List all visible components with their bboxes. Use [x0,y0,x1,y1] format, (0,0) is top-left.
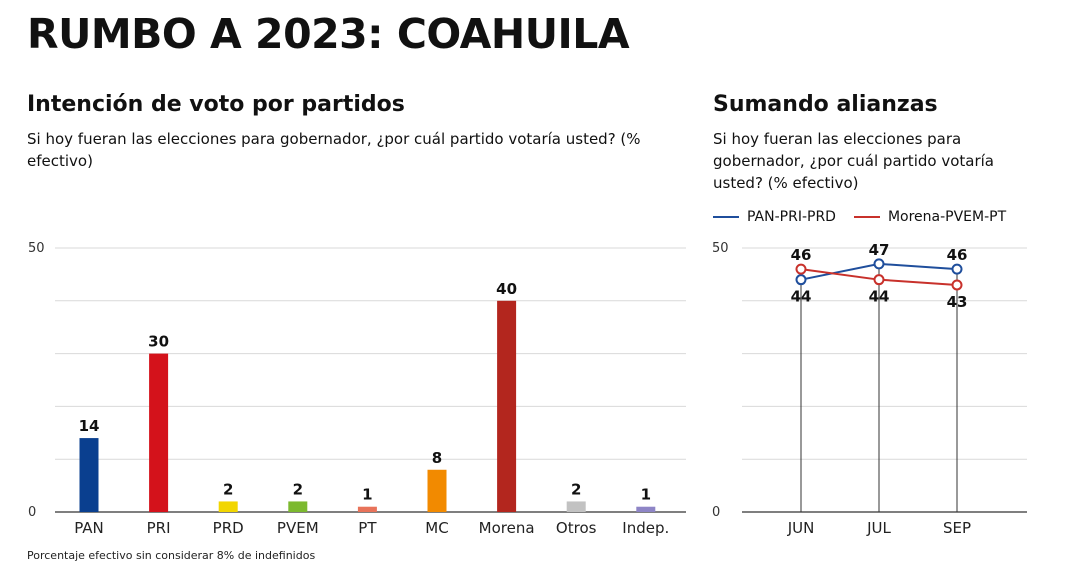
data-label: 44 [869,288,890,306]
line-chart-legend: PAN-PRI-PRD Morena-PVEM-PT [713,209,1024,225]
bar-chart-title: Intención de voto por partidos [27,92,405,117]
data-label: 2 [571,480,581,498]
data-point [951,279,963,291]
bar [149,353,169,512]
data-label: 8 [432,449,442,467]
data-label: 43 [947,293,968,311]
x-tick-label: Indep. [622,519,669,537]
line-chart-title: Sumando alianzas [713,92,938,117]
data-label: 30 [148,333,169,351]
data-point [873,258,885,270]
bar-chart-subtitle: Si hoy fueran las elecciones para gobern… [27,130,641,170]
data-label: 46 [791,246,812,264]
data-label: 2 [223,480,233,498]
x-tick-label: JUL [866,519,891,537]
bar [357,506,377,512]
data-label: 47 [869,241,890,259]
line-chart-subtitle: Si hoy fueran las elecciones para gobern… [713,130,994,192]
x-tick-label: MC [425,519,448,537]
legend-label: Morena-PVEM-PT [887,209,1007,225]
data-point [873,274,885,286]
x-tick-label: PRD [213,519,244,537]
bar [79,438,99,512]
x-tick-label: PVEM [277,519,319,537]
y-tick-label: 50 [28,241,45,256]
legend-item-morena-pvem-pt: Morena-PVEM-PT [853,209,1007,225]
data-point [795,274,807,286]
x-tick-label: SEP [943,519,971,537]
data-point [951,263,963,275]
x-tick-label: PT [358,519,377,537]
data-label: 40 [496,280,517,298]
data-label: 1 [362,486,372,504]
x-tick-label: JUN [787,519,815,537]
x-tick-label: PAN [74,519,104,537]
legend-label: PAN-PRI-PRD [747,209,836,225]
legend-item-pan-pri-prd: PAN-PRI-PRD [713,209,836,225]
data-label: 2 [293,480,303,498]
x-tick-label: PRI [147,519,171,537]
y-tick-label: 0 [28,505,36,520]
bar [218,501,238,512]
bar [427,469,447,512]
y-tick-label: 50 [712,241,729,256]
bar [636,506,656,512]
data-point [795,263,807,275]
footnote: Porcentaje efectivo sin considerar 8% de… [27,549,316,562]
bar [288,501,308,512]
data-label: 14 [79,417,100,435]
bar [497,300,517,512]
x-tick-label: Otros [556,519,597,537]
y-tick-label: 0 [712,505,720,520]
bar [566,501,586,512]
page-title: RUMBO A 2023: COAHUILA [27,10,630,58]
data-label: 44 [791,288,812,306]
x-tick-label: Morena [479,519,535,537]
data-label: 46 [947,246,968,264]
legend-swatch [713,216,739,218]
data-label: 1 [641,486,651,504]
legend-swatch [853,216,880,218]
